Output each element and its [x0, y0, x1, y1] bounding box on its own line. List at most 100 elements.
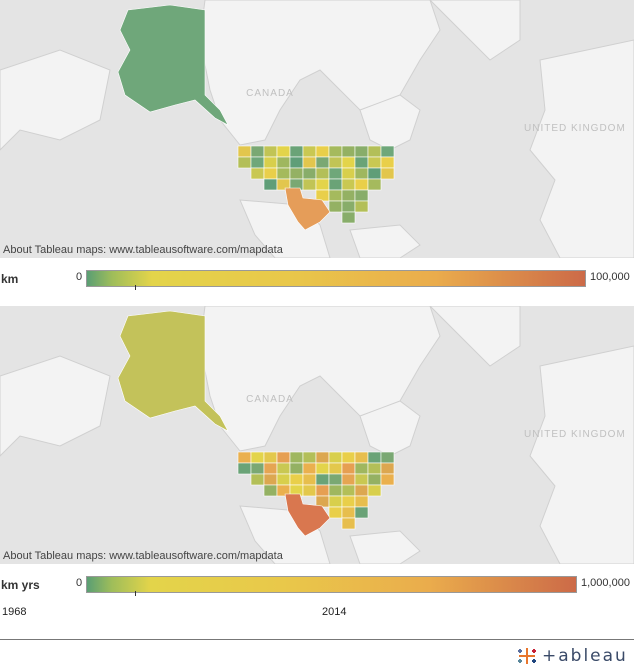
state-region[interactable]: [341, 178, 356, 191]
state-region[interactable]: [302, 156, 317, 169]
state-region[interactable]: [276, 145, 291, 158]
state-region[interactable]: [250, 145, 265, 158]
state-region[interactable]: [328, 167, 343, 180]
state-region[interactable]: [263, 156, 278, 169]
state-region[interactable]: [354, 495, 369, 508]
state-region[interactable]: [354, 484, 369, 497]
state-region[interactable]: [328, 484, 343, 497]
state-region[interactable]: [315, 145, 330, 158]
state-region[interactable]: [289, 473, 304, 486]
state-region[interactable]: [367, 156, 382, 169]
state-region[interactable]: [328, 495, 343, 508]
lower48-states[interactable]: [237, 451, 395, 530]
map-credit[interactable]: About Tableau maps: www.tableausoftware.…: [3, 550, 283, 562]
state-region[interactable]: [328, 462, 343, 475]
state-region[interactable]: [380, 462, 395, 475]
state-region[interactable]: [302, 484, 317, 497]
state-region[interactable]: [341, 473, 356, 486]
state-region[interactable]: [341, 156, 356, 169]
state-region[interactable]: [263, 178, 278, 191]
state-region[interactable]: [263, 473, 278, 486]
state-region[interactable]: [263, 451, 278, 464]
state-region[interactable]: [341, 189, 356, 202]
state-region[interactable]: [315, 473, 330, 486]
state-region[interactable]: [328, 506, 343, 519]
state-region[interactable]: [354, 156, 369, 169]
state-region[interactable]: [380, 145, 395, 158]
state-region[interactable]: [302, 451, 317, 464]
state-region[interactable]: [250, 451, 265, 464]
state-region[interactable]: [367, 178, 382, 191]
state-region[interactable]: [250, 167, 265, 180]
state-region[interactable]: [328, 156, 343, 169]
state-region[interactable]: [380, 156, 395, 169]
state-region[interactable]: [237, 462, 252, 475]
state-region[interactable]: [354, 178, 369, 191]
state-region[interactable]: [276, 451, 291, 464]
map-credit[interactable]: About Tableau maps: www.tableausoftware.…: [3, 244, 283, 256]
state-region[interactable]: [302, 145, 317, 158]
state-region[interactable]: [367, 462, 382, 475]
state-region[interactable]: [315, 167, 330, 180]
state-region[interactable]: [354, 462, 369, 475]
state-region[interactable]: [328, 178, 343, 191]
state-region[interactable]: [302, 167, 317, 180]
state-region[interactable]: [263, 462, 278, 475]
state-region[interactable]: [237, 156, 252, 169]
state-region[interactable]: [237, 145, 252, 158]
state-region[interactable]: [328, 473, 343, 486]
state-region[interactable]: [341, 517, 356, 530]
tableau-logo[interactable]: +ableau: [516, 645, 628, 667]
state-region[interactable]: [354, 167, 369, 180]
state-region[interactable]: [341, 462, 356, 475]
state-region[interactable]: [276, 167, 291, 180]
state-region[interactable]: [354, 506, 369, 519]
state-region[interactable]: [263, 484, 278, 497]
texas-region[interactable]: [284, 187, 331, 231]
state-region[interactable]: [328, 451, 343, 464]
state-region[interactable]: [354, 189, 369, 202]
state-region[interactable]: [276, 473, 291, 486]
map-panel-2[interactable]: CANADA UNITED KINGDOM About Tableau maps…: [0, 306, 634, 564]
state-region[interactable]: [276, 156, 291, 169]
state-region[interactable]: [367, 451, 382, 464]
state-region[interactable]: [289, 145, 304, 158]
map-panel-1[interactable]: CANADA UNITED KINGDOM About Tableau maps…: [0, 0, 634, 258]
state-region[interactable]: [354, 451, 369, 464]
state-region[interactable]: [341, 145, 356, 158]
state-region[interactable]: [289, 156, 304, 169]
state-region[interactable]: [250, 156, 265, 169]
state-region[interactable]: [328, 145, 343, 158]
state-region[interactable]: [341, 484, 356, 497]
state-region[interactable]: [302, 462, 317, 475]
state-region[interactable]: [263, 145, 278, 158]
state-region[interactable]: [315, 178, 330, 191]
state-region[interactable]: [315, 451, 330, 464]
state-region[interactable]: [367, 167, 382, 180]
state-region[interactable]: [341, 167, 356, 180]
state-region[interactable]: [250, 473, 265, 486]
state-region[interactable]: [276, 462, 291, 475]
state-region[interactable]: [263, 167, 278, 180]
state-region[interactable]: [380, 167, 395, 180]
state-region[interactable]: [315, 462, 330, 475]
state-region[interactable]: [328, 189, 343, 202]
state-region[interactable]: [302, 178, 317, 191]
state-region[interactable]: [341, 211, 356, 224]
state-region[interactable]: [367, 145, 382, 158]
year-slider-current-label[interactable]: 2014: [322, 606, 347, 618]
state-region[interactable]: [354, 145, 369, 158]
state-region[interactable]: [328, 200, 343, 213]
state-region[interactable]: [237, 451, 252, 464]
state-region[interactable]: [380, 451, 395, 464]
state-region[interactable]: [367, 473, 382, 486]
state-region[interactable]: [289, 462, 304, 475]
lower48-states[interactable]: [237, 145, 395, 224]
state-region[interactable]: [354, 200, 369, 213]
alaska-region[interactable]: [117, 4, 229, 126]
state-region[interactable]: [302, 473, 317, 486]
state-region[interactable]: [250, 462, 265, 475]
texas-region[interactable]: [284, 493, 331, 537]
state-region[interactable]: [367, 484, 382, 497]
state-region[interactable]: [289, 167, 304, 180]
